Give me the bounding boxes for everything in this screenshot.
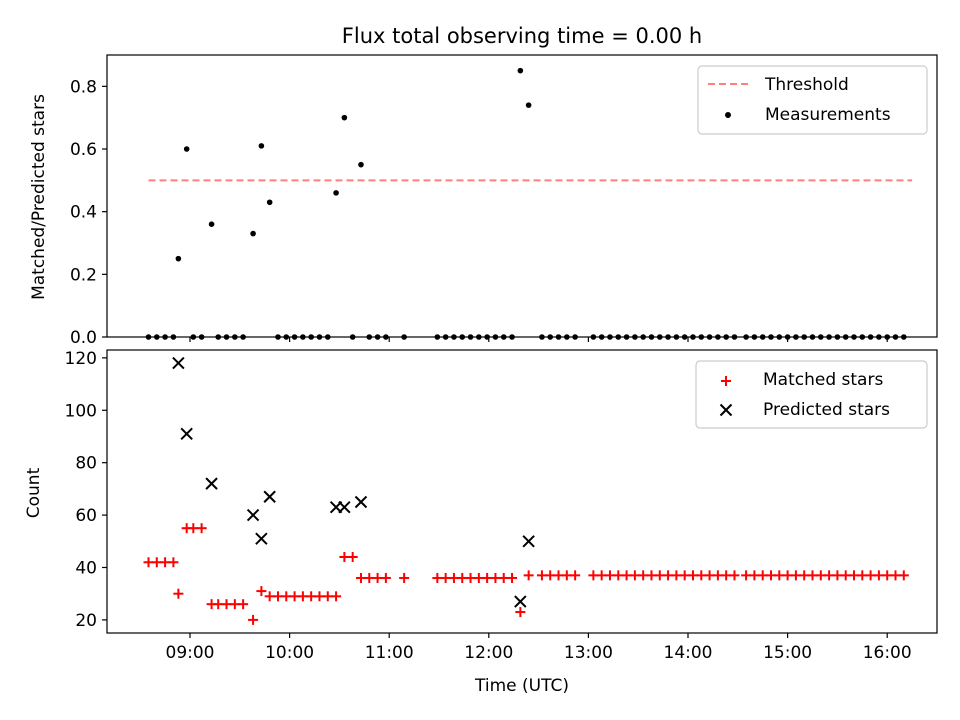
matched-star-point: [168, 557, 179, 568]
x-tick-label: 13:00: [564, 643, 613, 663]
bottom-axes-frame: [106, 349, 938, 634]
measurement-point: [258, 143, 265, 149]
bottom-y-tick-label: 100: [65, 401, 97, 421]
matched-star-point: [570, 570, 581, 581]
legend-matched-label: Matched stars: [763, 370, 883, 390]
predicted-star-point: [246, 508, 260, 522]
matched-star-point: [507, 572, 518, 583]
predicted-star-point: [180, 427, 193, 441]
bottom-y-tick-label: 40: [75, 558, 97, 578]
bottom-y-tick-label: 120: [65, 349, 97, 369]
measurement-point: [525, 102, 532, 108]
top-y-tick-label: 0.0: [70, 328, 97, 348]
bottom-panel: 20 40 60 80 100 120 09:00 10:00 11:00 12:00 13:00 1…: [65, 349, 938, 663]
matched-star-point: [898, 570, 909, 581]
x-tick-label: 10:00: [265, 643, 314, 663]
legend-predicted-label: Predicted stars: [763, 400, 890, 420]
measurement-point: [250, 230, 256, 237]
x-axis-label: Time (UTC): [474, 676, 569, 696]
matched-star-point: [515, 607, 526, 618]
top-legend: Threshold Measurements: [697, 65, 928, 135]
top-y-tick-label: 0.2: [70, 265, 97, 285]
bottom-y-axis-label: Count: [24, 467, 44, 518]
measurement-point: [175, 255, 182, 262]
matched-star-point: [399, 572, 410, 583]
x-tick-label: 15:00: [763, 643, 812, 663]
bottom-series-predicted: [172, 356, 535, 608]
legend-predicted-swatch: [719, 403, 733, 417]
legend-matched-swatch: [721, 376, 731, 386]
matched-star-point: [380, 572, 391, 583]
x-tick-label: 14:00: [664, 643, 713, 663]
bottom-legend-box: [695, 360, 928, 429]
predicted-star-point: [354, 495, 368, 509]
top-y-axis-label: Matched/Predicted stars: [29, 94, 49, 300]
legend-measurements-swatch: [725, 112, 731, 118]
bottom-y-tick-label: 20: [75, 611, 97, 631]
measurement-point: [517, 67, 524, 74]
matched-star-point: [347, 552, 358, 563]
matched-star-point: [196, 523, 207, 534]
measurement-point: [208, 221, 215, 227]
predicted-star-point: [522, 535, 535, 548]
matched-star-point: [331, 591, 342, 602]
chart-title: Flux total observing time = 0.00 h: [342, 24, 702, 48]
matched-star-point: [173, 588, 184, 599]
bottom-y-tick-label: 60: [75, 506, 97, 526]
top-legend-box: [697, 65, 928, 135]
top-axes-frame: [106, 54, 938, 338]
matched-star-point: [248, 614, 259, 625]
bottom-y-tick-label: 80: [75, 454, 97, 474]
predicted-star-point: [514, 595, 527, 608]
predicted-star-point: [338, 501, 351, 514]
matched-star-point: [256, 586, 267, 597]
measurement-point: [341, 114, 348, 121]
x-tick-label: 12:00: [464, 643, 513, 663]
top-panel: 0.0 0.2 0.4 0.6 0.8: [70, 54, 938, 348]
measurement-point: [358, 161, 364, 168]
bottom-series-matched: [143, 523, 909, 625]
top-series-measurements: [145, 67, 907, 340]
top-y-tick-label: 0.6: [70, 140, 97, 160]
matched-star-point: [523, 570, 534, 581]
legend-measurements-label: Measurements: [765, 105, 891, 125]
matched-star-point: [238, 599, 249, 610]
predicted-star-point: [255, 532, 268, 545]
x-tick-label: 11:00: [365, 643, 414, 663]
bottom-legend: Matched stars Predicted stars: [695, 360, 928, 429]
top-y-tick-label: 0.8: [70, 77, 97, 97]
measurement-point: [333, 190, 339, 196]
measurement-point: [266, 199, 273, 206]
legend-threshold-label: Threshold: [764, 75, 849, 95]
x-tick-label: 16:00: [863, 643, 912, 663]
top-y-tick-label: 0.4: [70, 203, 97, 223]
predicted-star-point: [263, 490, 276, 503]
x-tick-label: 09:00: [166, 643, 215, 663]
matched-star-point: [729, 570, 740, 581]
predicted-star-point: [205, 477, 218, 490]
measurement-point: [183, 146, 190, 152]
predicted-star-point: [172, 356, 185, 370]
